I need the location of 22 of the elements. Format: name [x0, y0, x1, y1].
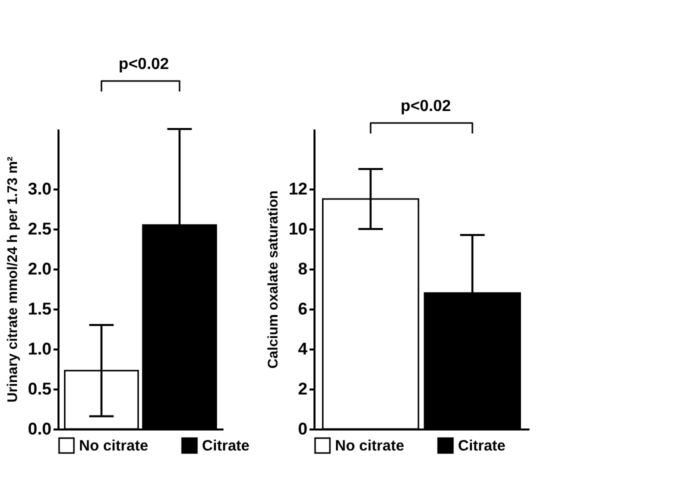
y-tick-label: 0 — [298, 420, 308, 438]
y-tick-label: 12 — [288, 180, 308, 198]
y-tick-label: 2.5 — [28, 220, 52, 238]
y-tick-label: 8 — [298, 260, 308, 278]
y-tick-label: 2.0 — [28, 260, 52, 278]
legend-label: Citrate — [202, 438, 250, 455]
legend-label: No citrate — [79, 438, 148, 455]
legend-label: Citrate — [458, 438, 506, 455]
legend-label: No citrate — [335, 438, 404, 455]
y-tick-label: 1.0 — [28, 340, 52, 358]
y-axis-title: Urinary citrate mmol/24 h per 1.73 m² — [4, 156, 20, 402]
y-tick-label: 6 — [298, 300, 308, 318]
y-tick-label: 10 — [288, 220, 308, 238]
y-tick-label: 0.0 — [28, 420, 52, 438]
y-axis-title: Calcium oxalate saturation — [264, 190, 281, 369]
text: p<0.02 — [118, 56, 170, 73]
y-tick-label: 0.5 — [28, 380, 52, 398]
y-tick-label: 1.5 — [28, 300, 52, 318]
y-tick-label: 4 — [298, 340, 308, 358]
text: p<0.02 — [400, 98, 452, 115]
y-tick-label: 3.0 — [28, 180, 52, 198]
y-tick-label: 2 — [298, 380, 308, 398]
